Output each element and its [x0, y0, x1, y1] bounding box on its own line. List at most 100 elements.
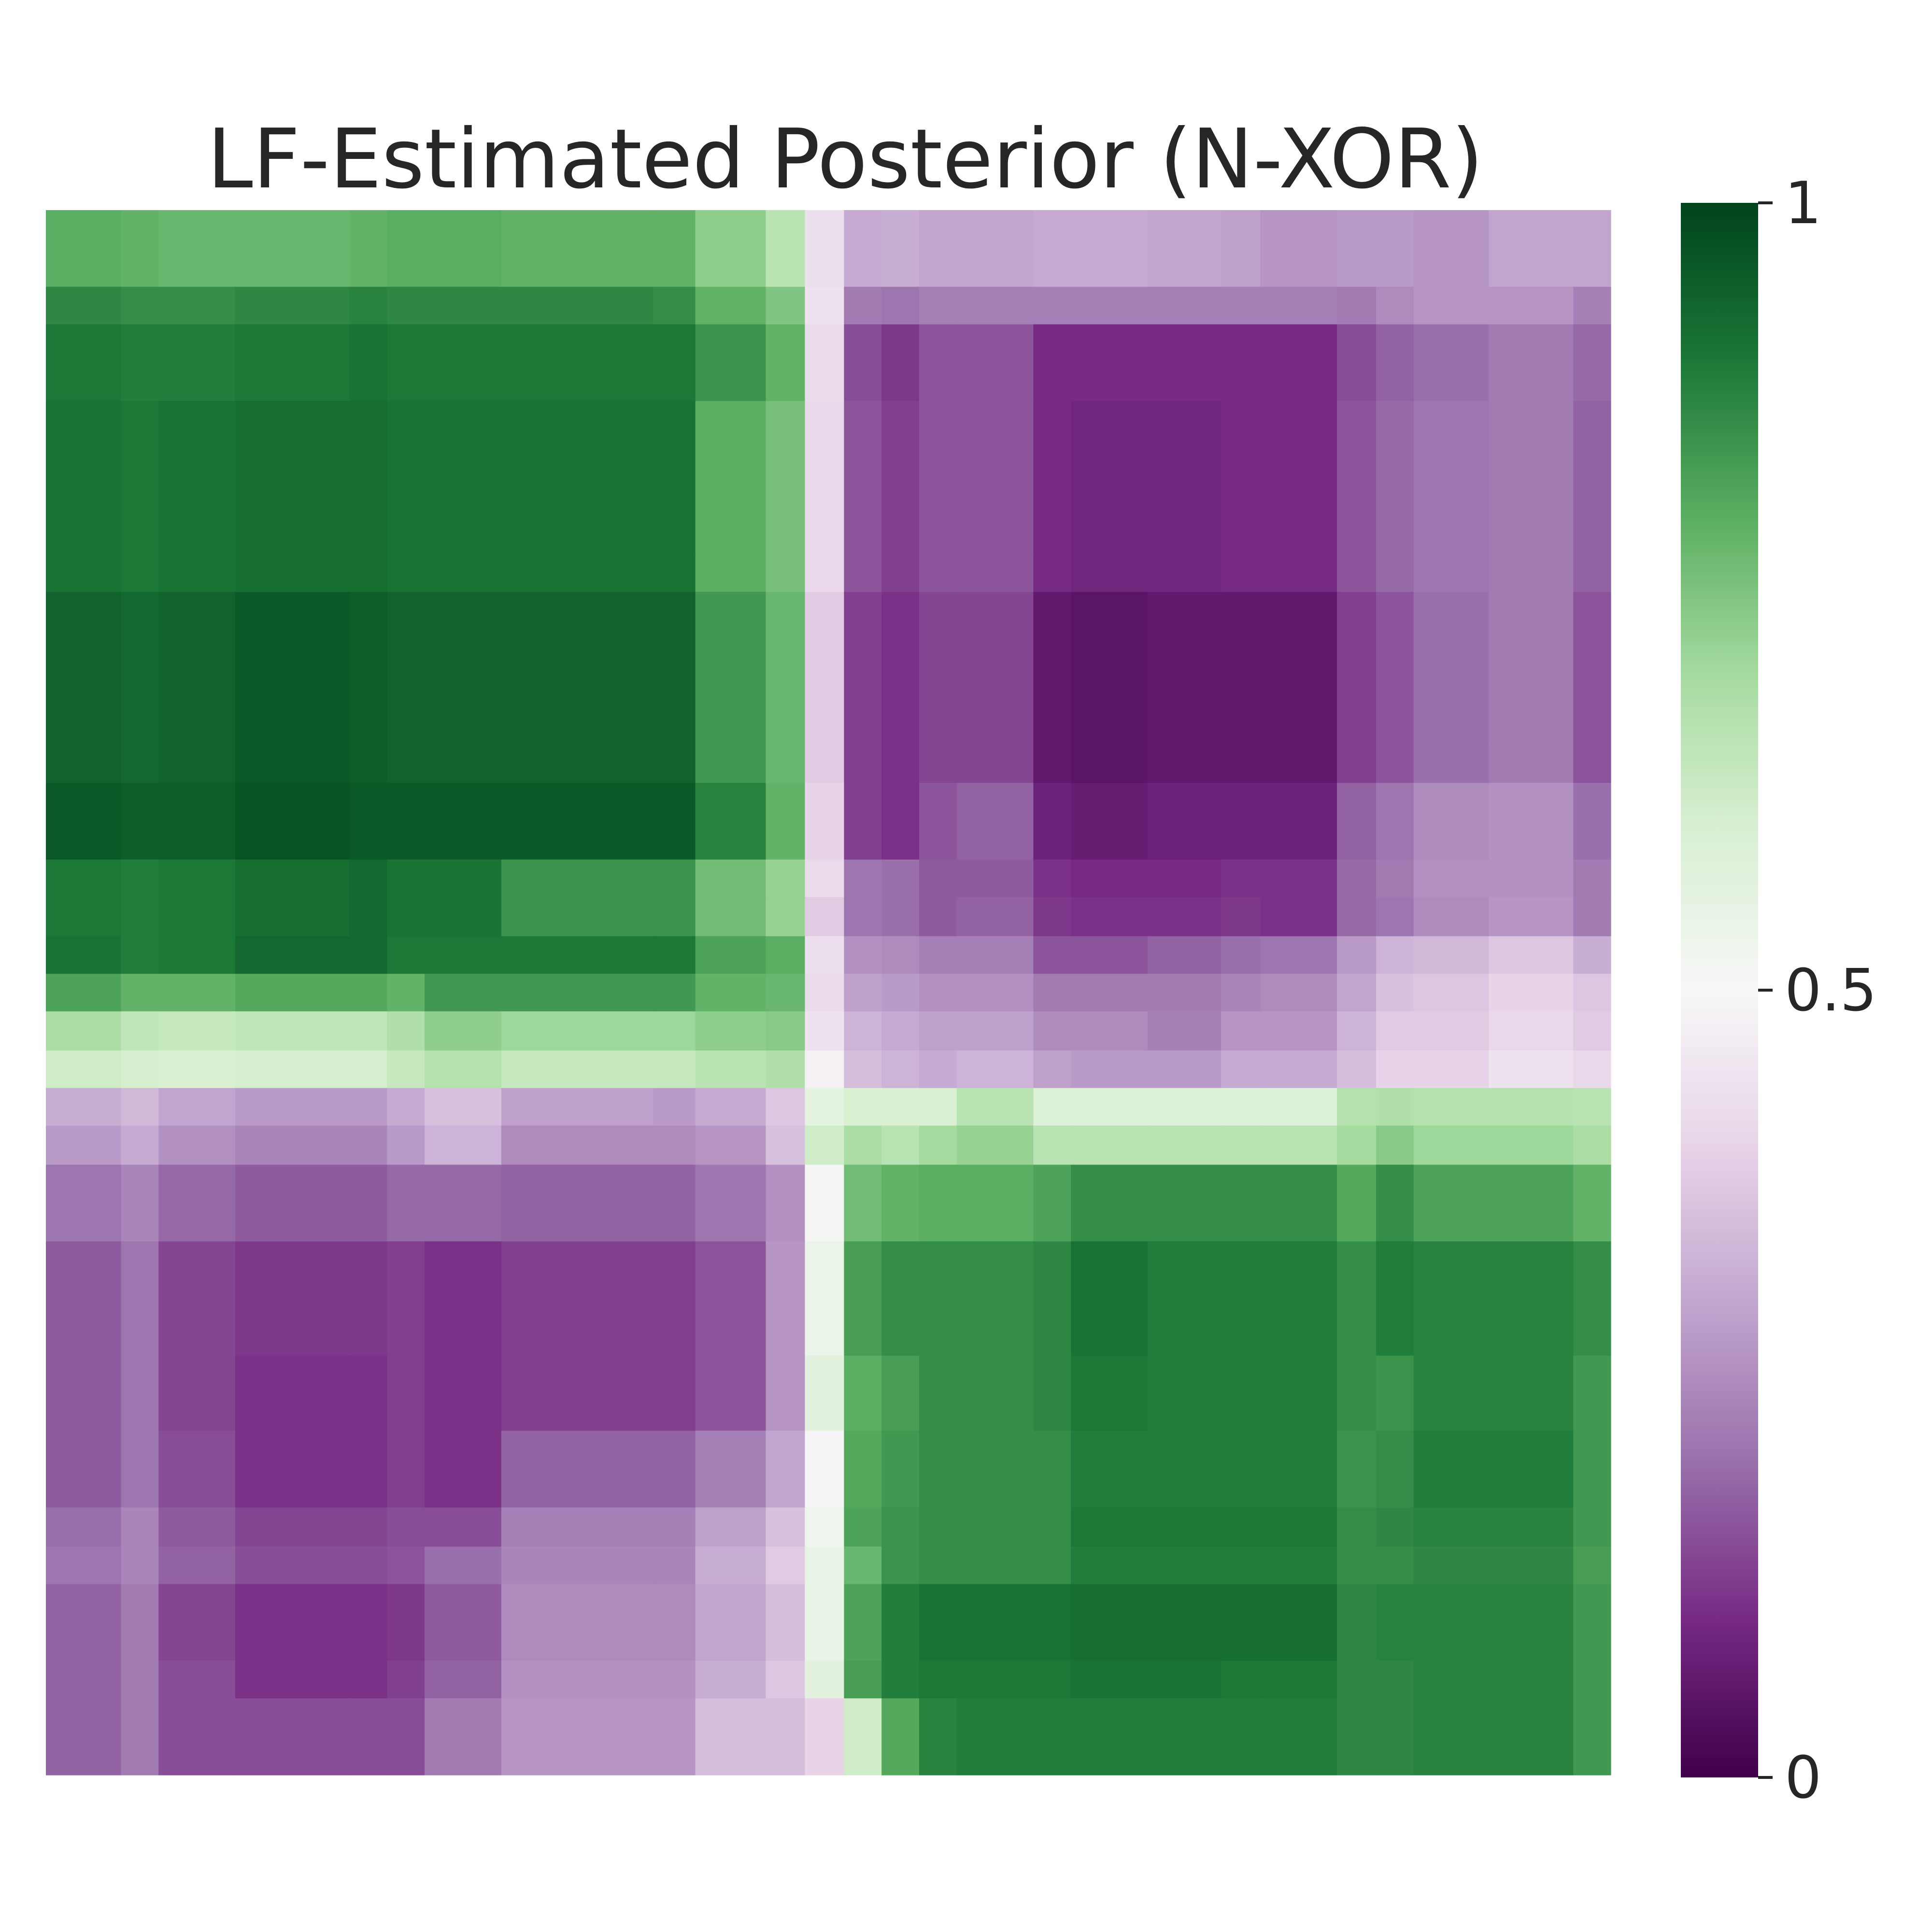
heatmap-cell: [1413, 1584, 1489, 1662]
heatmap-cell: [1260, 782, 1337, 860]
heatmap-cell: [805, 1241, 844, 1356]
heatmap-cell: [1033, 1011, 1071, 1051]
heatmap-cell: [919, 210, 957, 287]
heatmap-cell: [1337, 1050, 1377, 1089]
heatmap-cell: [766, 782, 805, 860]
heatmap-cell: [766, 936, 805, 974]
heatmap-cell: [425, 1507, 502, 1547]
heatmap-cell: [46, 1165, 122, 1242]
heatmap-cell: [844, 974, 882, 1012]
heatmap-cell: [881, 1698, 920, 1776]
heatmap-cell: [1071, 210, 1148, 287]
heatmap-cell: [121, 745, 159, 783]
heatmap-cell: [1071, 401, 1148, 555]
heatmap-cell: [387, 1241, 425, 1356]
heatmap-cell: [235, 401, 350, 555]
heatmap-cell: [1147, 1011, 1222, 1051]
heatmap-cell: [805, 1661, 844, 1699]
heatmap-cell: [919, 1355, 957, 1431]
heatmap-cell: [1147, 897, 1222, 937]
heatmap-cell: [805, 1355, 844, 1431]
heatmap-cell: [1337, 1088, 1377, 1126]
heatmap-cell: [158, 1546, 236, 1585]
heatmap-cell: [1221, 324, 1261, 401]
heatmap-cell: [695, 1011, 766, 1051]
heatmap-cell: [387, 1546, 425, 1585]
heatmap-cell: [1573, 1546, 1611, 1585]
heatmap-cell: [695, 782, 766, 860]
heatmap-cell: [1221, 401, 1261, 555]
heatmap-cell: [653, 1698, 696, 1776]
heatmap-cell: [956, 1546, 1034, 1585]
heatmap-cell: [1413, 936, 1489, 974]
heatmap-cell: [1376, 974, 1414, 1012]
heatmap-cell: [349, 1050, 387, 1089]
heatmap-cell: [1489, 1241, 1574, 1356]
heatmap-cell: [1573, 401, 1611, 555]
heatmap-cell: [844, 210, 882, 287]
heatmap-cell: [1376, 1546, 1414, 1585]
heatmap-cell: [1573, 1507, 1611, 1547]
heatmap-cell: [1147, 1355, 1222, 1431]
heatmap-cell: [1489, 1355, 1574, 1431]
heatmap-cell: [501, 1241, 653, 1356]
heatmap-cell: [881, 974, 920, 1012]
heatmap-cell: [425, 324, 502, 401]
heatmap-cell: [1260, 401, 1337, 555]
heatmap-cell: [1489, 859, 1574, 897]
heatmap-cell: [919, 592, 957, 746]
heatmap-cell: [158, 859, 236, 897]
heatmap-cell: [881, 1125, 920, 1165]
heatmap-cell: [46, 936, 122, 974]
heatmap-cell: [844, 859, 882, 897]
heatmap-cell: [235, 1165, 350, 1242]
heatmap-cell: [121, 1125, 159, 1165]
heatmap-cell: [1376, 897, 1414, 937]
heatmap-cell: [1573, 592, 1611, 746]
heatmap-cell: [387, 936, 425, 974]
heatmap-cell: [158, 1011, 236, 1051]
heatmap-cell: [1260, 1355, 1337, 1431]
heatmap-cell: [387, 782, 425, 860]
heatmap-cell: [956, 1125, 1034, 1165]
heatmap-cell: [1413, 782, 1489, 860]
heatmap-cell: [46, 1584, 122, 1662]
heatmap-cell: [349, 974, 387, 1012]
heatmap-cell: [158, 1125, 236, 1165]
heatmap-cell: [766, 554, 805, 593]
heatmap-cell: [121, 936, 159, 974]
heatmap-cell: [805, 1584, 844, 1662]
heatmap-cell: [1033, 1507, 1071, 1547]
heatmap-cell: [46, 592, 122, 746]
heatmap-cell: [46, 974, 122, 1012]
heatmap-cell: [349, 592, 387, 746]
heatmap-cell: [1071, 286, 1148, 325]
heatmap-cell: [121, 1088, 159, 1126]
heatmap-cell: [425, 1546, 502, 1585]
heatmap-cell: [501, 592, 653, 746]
heatmap-cell: [1221, 1125, 1261, 1165]
heatmap-cell: [956, 592, 1034, 746]
heatmap-cell: [1260, 324, 1337, 401]
heatmap-cell: [1413, 974, 1489, 1012]
heatmap-cell: [1413, 1088, 1489, 1126]
heatmap-cell: [46, 745, 122, 783]
heatmap-cell: [805, 592, 844, 746]
heatmap-cell: [695, 1546, 766, 1585]
heatmap-cell: [1489, 554, 1574, 593]
heatmap-cell: [1376, 324, 1414, 401]
heatmap-cell: [349, 1698, 387, 1776]
heatmap-cell: [881, 859, 920, 897]
heatmap-cell: [1260, 936, 1337, 974]
heatmap-cell: [1221, 1011, 1261, 1051]
heatmap-cell: [766, 1125, 805, 1165]
heatmap-cell: [844, 1355, 882, 1431]
heatmap-cell: [1033, 1584, 1071, 1662]
heatmap-cell: [805, 1165, 844, 1242]
heatmap-cell: [1260, 974, 1337, 1012]
heatmap-cell: [805, 1698, 844, 1776]
heatmap-cell: [158, 897, 236, 937]
heatmap-cell: [425, 936, 502, 974]
heatmap-cell: [653, 1088, 696, 1126]
